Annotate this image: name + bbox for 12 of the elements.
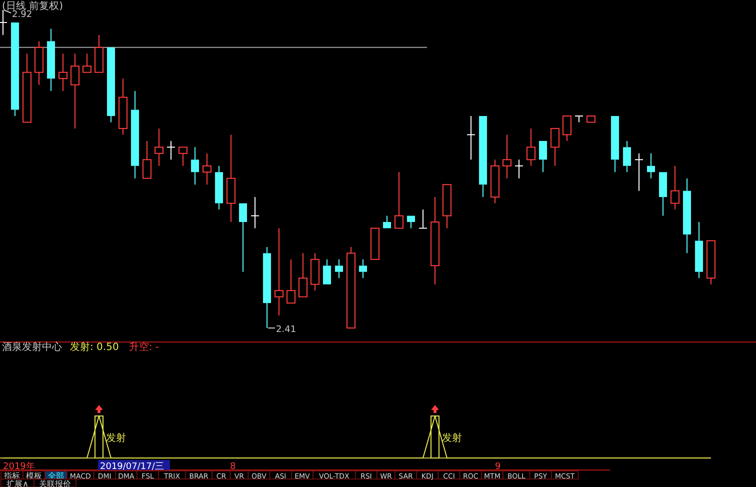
chart-title: 酒泉发射中心 [2, 341, 62, 353]
text: 升空: - [128, 341, 160, 353]
annotation: 发射 [442, 432, 462, 444]
annotation: 发射 [106, 432, 126, 444]
annotation: 2.41 [276, 325, 296, 335]
annotation: 2.92 [12, 10, 32, 20]
text: 8 [230, 462, 236, 472]
text: 全部 [48, 472, 64, 480]
chart-subtitle: 发射: 0.50 [70, 341, 119, 353]
text: 2019/07/17/三 [100, 462, 164, 472]
text: 2019年 [3, 461, 35, 472]
text: 9 [495, 462, 501, 472]
